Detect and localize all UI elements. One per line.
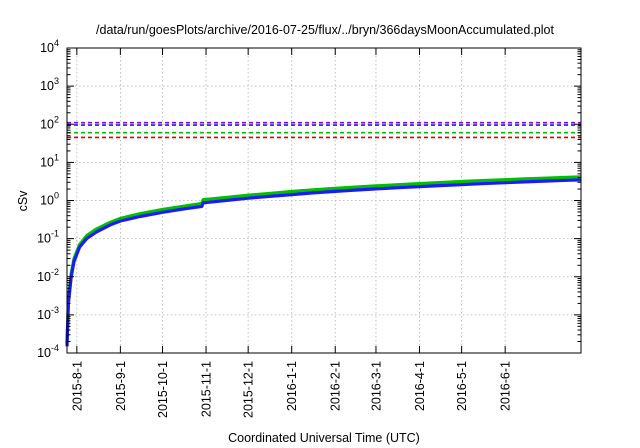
y-tick-label: 10-2	[37, 267, 59, 284]
y-tick-base: 10	[40, 155, 54, 169]
y-tick-exponent: 0	[54, 191, 59, 201]
x-tick-label: 2015-12-1	[242, 361, 256, 418]
x-tick-label: 2016-6-1	[499, 361, 513, 411]
y-tick-exponent: 1	[54, 152, 59, 162]
y-tick-base: 10	[40, 194, 54, 208]
y-tick-exponent: -2	[51, 267, 59, 277]
y-tick-exponent: 4	[54, 38, 59, 48]
y-tick-base: 10	[37, 232, 51, 246]
x-axis: 2015-8-1 2015-9-1 2015-10-1 2015-11-1 2015-1…	[70, 48, 513, 418]
x-tick-label: 2015-10-1	[156, 361, 170, 418]
y-tick-base: 10	[40, 41, 54, 55]
y-tick-label: 10-4	[37, 343, 59, 360]
x-tick-label: 2016-2-1	[329, 361, 343, 411]
y-tick-label: 10-1	[37, 229, 59, 246]
x-tick-label: 2016-5-1	[455, 361, 469, 411]
x-tick-label: 2016-1-1	[285, 361, 299, 411]
y-tick-base: 10	[40, 79, 54, 93]
grid	[67, 48, 581, 353]
y-tick-label: 101	[40, 152, 59, 169]
x-tick-label: 2015-8-1	[70, 361, 84, 411]
y-tick-label: 100	[40, 191, 59, 208]
y-tick-exponent: 2	[54, 114, 59, 124]
chart-title: /data/run/goesPlots/archive/2016-07-25/f…	[96, 23, 554, 37]
series-lines	[65, 175, 582, 347]
x-tick-label: 2016-4-1	[413, 361, 427, 411]
y-tick-base: 10	[37, 308, 51, 322]
x-tick-label: 2015-9-1	[114, 361, 128, 411]
y-tick-exponent: -1	[51, 229, 59, 239]
y-tick-exponent: -4	[51, 343, 59, 353]
y-tick-label: 103	[40, 76, 59, 93]
series-line	[65, 178, 582, 347]
y-tick-base: 10	[40, 117, 54, 131]
y-tick-exponent: 3	[54, 76, 59, 86]
y-tick-base: 10	[37, 346, 51, 360]
y-tick-label: 10-3	[37, 305, 59, 322]
y-axis-label: cSv	[16, 190, 30, 212]
x-axis-label: Coordinated Universal Time (UTC)	[228, 431, 420, 445]
y-tick-label: 102	[40, 114, 59, 131]
x-tick-label: 2016-3-1	[369, 361, 383, 411]
y-tick-exponent: -3	[51, 305, 59, 315]
threshold-lines	[67, 121, 581, 139]
y-tick-base: 10	[37, 270, 51, 284]
x-tick-label: 2015-11-1	[200, 361, 214, 417]
series-line	[65, 175, 582, 344]
y-tick-label: 104	[40, 38, 59, 55]
